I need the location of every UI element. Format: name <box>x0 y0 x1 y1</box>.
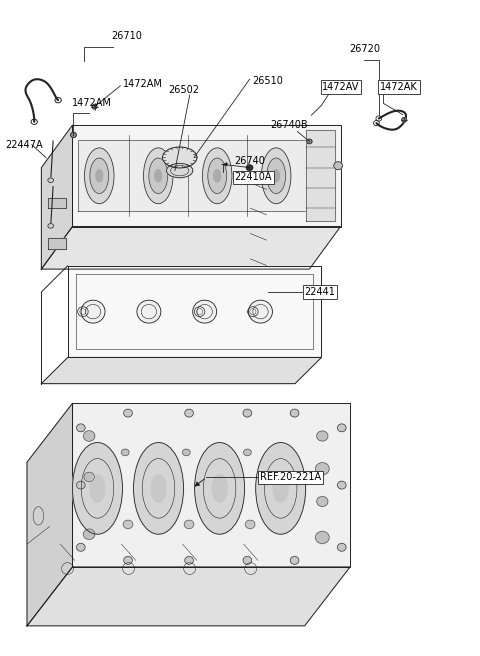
Ellipse shape <box>245 520 255 529</box>
Text: 22441: 22441 <box>305 287 336 297</box>
Text: 26740B: 26740B <box>270 119 308 130</box>
Ellipse shape <box>317 431 328 441</box>
Ellipse shape <box>194 443 245 534</box>
Ellipse shape <box>81 300 105 323</box>
Text: 1472AM: 1472AM <box>72 98 111 108</box>
Ellipse shape <box>246 165 252 171</box>
Ellipse shape <box>84 431 95 441</box>
Polygon shape <box>41 125 72 269</box>
Ellipse shape <box>167 163 193 178</box>
Text: 1472AV: 1472AV <box>323 82 360 92</box>
Ellipse shape <box>90 158 108 194</box>
Ellipse shape <box>121 449 129 456</box>
Ellipse shape <box>307 139 312 144</box>
Polygon shape <box>72 403 350 567</box>
Ellipse shape <box>249 300 273 323</box>
Ellipse shape <box>290 409 299 417</box>
Ellipse shape <box>76 543 85 551</box>
Text: 1472AM: 1472AM <box>123 79 163 89</box>
Polygon shape <box>27 403 72 626</box>
Text: 22410A: 22410A <box>234 173 272 182</box>
Ellipse shape <box>144 148 173 204</box>
Ellipse shape <box>214 170 221 182</box>
Polygon shape <box>41 358 322 384</box>
Text: 26740: 26740 <box>234 155 265 166</box>
Text: 26710: 26710 <box>111 31 142 41</box>
Ellipse shape <box>137 300 161 323</box>
Ellipse shape <box>243 409 252 417</box>
Ellipse shape <box>184 520 194 529</box>
Ellipse shape <box>162 147 197 168</box>
Polygon shape <box>48 239 66 249</box>
Ellipse shape <box>273 170 279 182</box>
Ellipse shape <box>155 170 162 182</box>
Ellipse shape <box>48 224 54 228</box>
Ellipse shape <box>124 409 132 417</box>
Ellipse shape <box>262 148 291 204</box>
Ellipse shape <box>315 531 329 544</box>
Ellipse shape <box>71 133 76 138</box>
Ellipse shape <box>92 104 97 109</box>
Polygon shape <box>72 125 340 226</box>
Ellipse shape <box>334 162 342 170</box>
Ellipse shape <box>203 148 232 204</box>
Ellipse shape <box>273 475 288 502</box>
Ellipse shape <box>337 482 346 489</box>
Ellipse shape <box>208 158 227 194</box>
Ellipse shape <box>248 307 258 317</box>
Text: 26502: 26502 <box>168 85 199 95</box>
Ellipse shape <box>212 475 227 502</box>
Ellipse shape <box>182 449 190 456</box>
Ellipse shape <box>96 170 103 182</box>
Ellipse shape <box>337 424 346 432</box>
Ellipse shape <box>78 307 88 317</box>
Ellipse shape <box>76 482 85 489</box>
Text: REF.20-221A: REF.20-221A <box>260 472 321 482</box>
Ellipse shape <box>185 556 193 564</box>
Ellipse shape <box>76 424 85 432</box>
Ellipse shape <box>123 520 133 529</box>
Ellipse shape <box>256 443 306 534</box>
Ellipse shape <box>243 556 252 564</box>
Ellipse shape <box>267 158 286 194</box>
Ellipse shape <box>290 556 299 564</box>
Ellipse shape <box>402 117 407 122</box>
Ellipse shape <box>185 409 193 417</box>
Text: 26720: 26720 <box>349 45 380 54</box>
Text: 1472AK: 1472AK <box>380 82 418 92</box>
Polygon shape <box>48 198 66 209</box>
Ellipse shape <box>149 158 168 194</box>
Ellipse shape <box>84 472 94 482</box>
Polygon shape <box>27 567 350 626</box>
Ellipse shape <box>84 148 114 204</box>
Ellipse shape <box>124 556 132 564</box>
Ellipse shape <box>243 449 251 456</box>
Polygon shape <box>78 140 324 211</box>
Ellipse shape <box>337 543 346 551</box>
Ellipse shape <box>48 178 54 182</box>
Ellipse shape <box>317 497 328 506</box>
Ellipse shape <box>315 462 329 475</box>
Ellipse shape <box>192 300 216 323</box>
Polygon shape <box>41 226 340 269</box>
Ellipse shape <box>90 475 105 502</box>
Text: 22447A: 22447A <box>5 140 43 150</box>
Ellipse shape <box>72 443 122 534</box>
Ellipse shape <box>151 475 166 502</box>
Ellipse shape <box>133 443 183 534</box>
Ellipse shape <box>194 307 205 317</box>
Ellipse shape <box>84 529 95 539</box>
Polygon shape <box>68 266 322 358</box>
Polygon shape <box>306 130 335 222</box>
Text: 26510: 26510 <box>252 75 283 85</box>
